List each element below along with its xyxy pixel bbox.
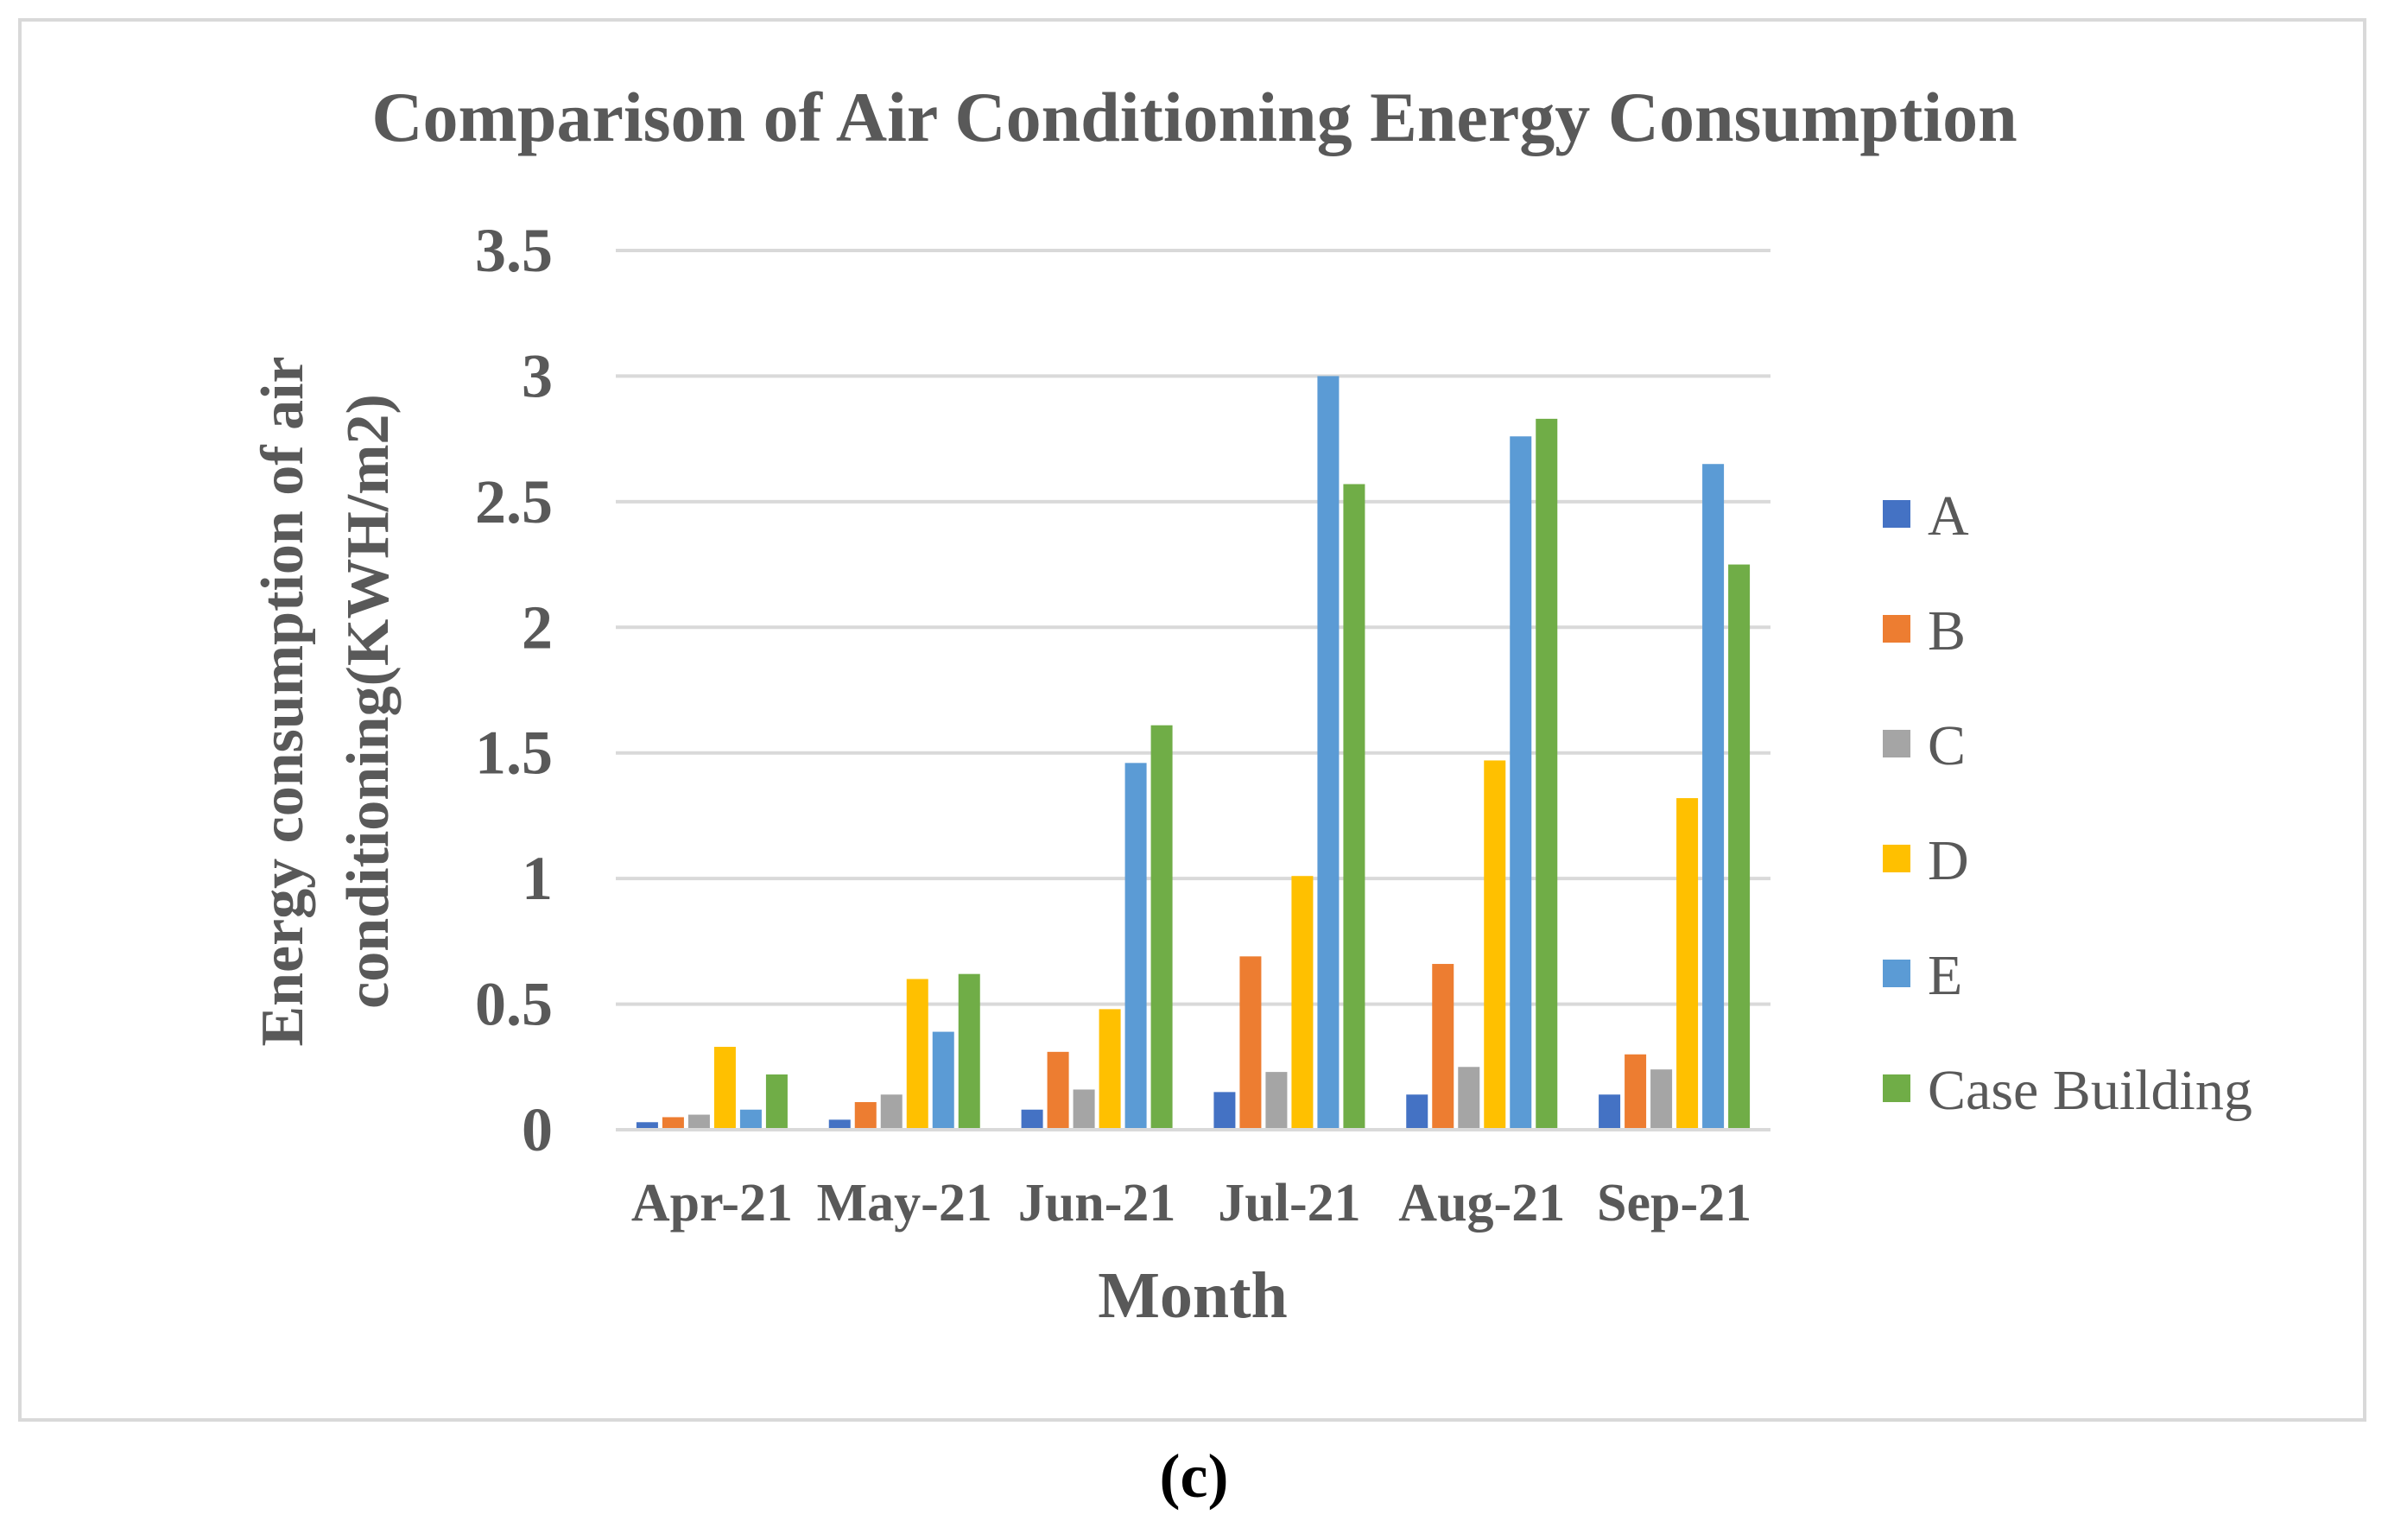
bar-d-jul-21 — [1291, 876, 1314, 1130]
x-tick-label: Jul-21 — [1218, 1174, 1360, 1233]
legend-swatch-e — [1883, 960, 1910, 987]
y-tick-label: 2 — [522, 593, 553, 662]
x-tick-label: Jun-21 — [1018, 1174, 1176, 1233]
y-axis-title-line2: conditioning(KWH/m2) — [335, 394, 402, 1009]
bar-case-building-may-21 — [958, 973, 980, 1130]
x-tick-label: Aug-21 — [1398, 1174, 1565, 1233]
y-tick-label: 1 — [522, 844, 553, 913]
bar-a-jun-21 — [1021, 1109, 1043, 1130]
bar-d-jun-21 — [1099, 1009, 1121, 1130]
bar-e-jun-21 — [1124, 763, 1147, 1130]
bar-case-building-sep-21 — [1728, 564, 1751, 1130]
bar-b-may-21 — [854, 1102, 877, 1130]
bar-case-building-jun-21 — [1150, 725, 1173, 1130]
bar-d-sep-21 — [1676, 798, 1699, 1130]
gridlines — [616, 249, 1770, 1006]
bar-b-aug-21 — [1432, 964, 1454, 1130]
bar-a-may-21 — [828, 1119, 851, 1130]
bar-c-may-21 — [880, 1094, 903, 1130]
y-tick-label: 0 — [522, 1095, 553, 1164]
y-tick-label: 2.5 — [475, 467, 553, 536]
legend-swatch-a — [1883, 500, 1910, 528]
bar-a-sep-21 — [1599, 1094, 1621, 1130]
x-tick-label: Sep-21 — [1597, 1174, 1751, 1233]
y-axis-title-line1: Energy consumption of air — [250, 356, 316, 1046]
y-tick-label: 0.5 — [475, 970, 553, 1039]
bar-c-sep-21 — [1650, 1069, 1673, 1130]
bar-b-jun-21 — [1047, 1051, 1069, 1130]
x-tick-label: May-21 — [817, 1174, 992, 1233]
bar-a-apr-21 — [636, 1122, 658, 1130]
legend-label-b: B — [1928, 599, 1966, 662]
bar-case-building-apr-21 — [765, 1074, 788, 1130]
bar-c-jul-21 — [1265, 1072, 1288, 1130]
y-tick-label: 3.5 — [475, 216, 553, 285]
bar-d-may-21 — [906, 979, 928, 1130]
legend-label-case-building: Case Building — [1928, 1059, 2252, 1122]
bar-d-aug-21 — [1484, 760, 1506, 1130]
y-tick-label: 3 — [522, 341, 553, 410]
bar-b-jul-21 — [1239, 956, 1262, 1130]
bar-e-aug-21 — [1510, 436, 1532, 1131]
bar-case-building-jul-21 — [1343, 484, 1365, 1130]
bar-a-jul-21 — [1213, 1092, 1236, 1130]
bar-e-may-21 — [932, 1031, 954, 1130]
bar-c-aug-21 — [1458, 1067, 1480, 1130]
y-axis-tick-labels: 0 0.5 1 1.5 2 2.5 3 3.5 — [475, 216, 553, 1164]
bar-c-jun-21 — [1073, 1089, 1095, 1130]
legend-label-e: E — [1928, 944, 1962, 1007]
bar-b-sep-21 — [1625, 1054, 1647, 1130]
bar-c-apr-21 — [687, 1114, 710, 1130]
bar-e-jul-21 — [1317, 376, 1340, 1130]
y-tick-label: 1.5 — [475, 719, 553, 788]
x-tick-label: Apr-21 — [631, 1174, 793, 1233]
legend-label-d: D — [1928, 829, 1969, 892]
x-axis-tick-labels: Apr-21 May-21 Jun-21 Jul-21 Aug-21 Sep-21 — [631, 1174, 1751, 1233]
legend-swatch-d — [1883, 845, 1910, 872]
bar-b-apr-21 — [662, 1117, 684, 1130]
bar-d-apr-21 — [713, 1047, 736, 1130]
legend-swatch-b — [1883, 615, 1910, 643]
figure-caption: (c) — [1159, 1442, 1229, 1511]
chart-title: Comparison of Air Conditioning Energy Co… — [371, 78, 2017, 156]
bar-a-aug-21 — [1406, 1094, 1428, 1130]
x-axis-title: Month — [1098, 1259, 1288, 1332]
legend-label-a: A — [1928, 485, 1969, 548]
bars — [636, 376, 1751, 1131]
legend-label-c: C — [1928, 714, 1966, 777]
bar-e-sep-21 — [1702, 464, 1725, 1130]
legend-swatch-case-building — [1883, 1074, 1910, 1102]
bar-case-building-aug-21 — [1536, 418, 1558, 1131]
legend-swatch-c — [1883, 730, 1910, 757]
bar-e-apr-21 — [739, 1109, 762, 1130]
